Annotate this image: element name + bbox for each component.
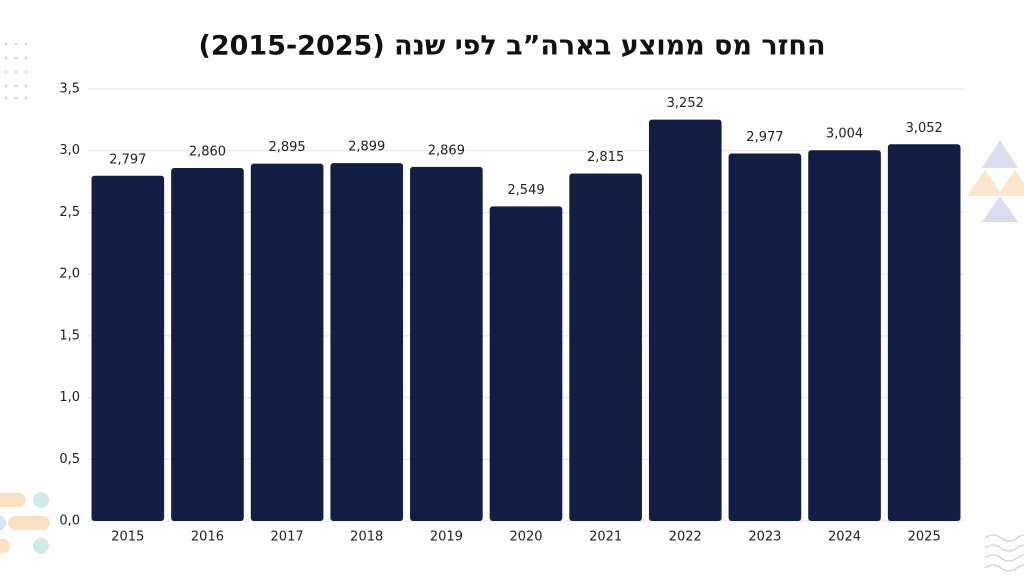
x-tick-label: 2021 — [589, 530, 622, 545]
decoration — [967, 140, 1024, 222]
y-tick-label: 0,0 — [59, 514, 80, 529]
bar — [728, 153, 802, 521]
bar — [171, 167, 244, 521]
x-tick-label: 2024 — [828, 530, 861, 545]
data-label: 2,815 — [587, 150, 624, 165]
bar — [91, 175, 165, 522]
bar — [648, 119, 722, 521]
data-label: 2,549 — [507, 183, 544, 198]
decoration — [0, 492, 50, 554]
x-tick-label: 2023 — [748, 530, 781, 545]
x-tick-label: 2017 — [271, 530, 304, 545]
x-tick-label: 2025 — [908, 530, 941, 545]
y-tick-label: 3,5 — [59, 82, 80, 97]
y-tick-label: 3,0 — [59, 143, 80, 158]
decoration — [984, 534, 1024, 572]
data-label: 2,860 — [189, 144, 226, 159]
x-tick-label: 2020 — [509, 530, 542, 545]
data-label: 3,252 — [667, 96, 704, 111]
x-tick-label: 2022 — [669, 530, 702, 545]
chart-title: החזר מס ממוצע בארה”ב לפי שנה (2015-2025) — [198, 31, 825, 62]
x-tick-label: 2016 — [191, 530, 224, 545]
bar — [330, 163, 404, 521]
y-tick-label: 0,5 — [59, 452, 80, 467]
data-label: 2,977 — [746, 130, 783, 145]
data-label: 3,004 — [826, 127, 863, 142]
bar — [489, 206, 563, 522]
bar — [569, 173, 642, 521]
y-tick-label: 2,0 — [59, 267, 80, 282]
bar — [887, 144, 961, 521]
data-label: 2,869 — [428, 143, 465, 158]
x-tick-label: 2018 — [350, 530, 383, 545]
bar — [410, 166, 483, 521]
x-tick-label: 2015 — [111, 530, 144, 545]
decoration — [4, 42, 28, 100]
y-tick-label: 1,5 — [59, 328, 80, 343]
bar — [250, 163, 324, 521]
data-label: 3,052 — [906, 121, 943, 136]
bar — [808, 150, 881, 521]
data-label: 2,895 — [268, 140, 305, 155]
x-tick-label: 2019 — [430, 530, 463, 545]
data-label: 2,797 — [109, 152, 146, 167]
data-label: 2,899 — [348, 140, 385, 155]
y-tick-label: 2,5 — [59, 205, 80, 220]
y-tick-label: 1,0 — [59, 390, 80, 405]
